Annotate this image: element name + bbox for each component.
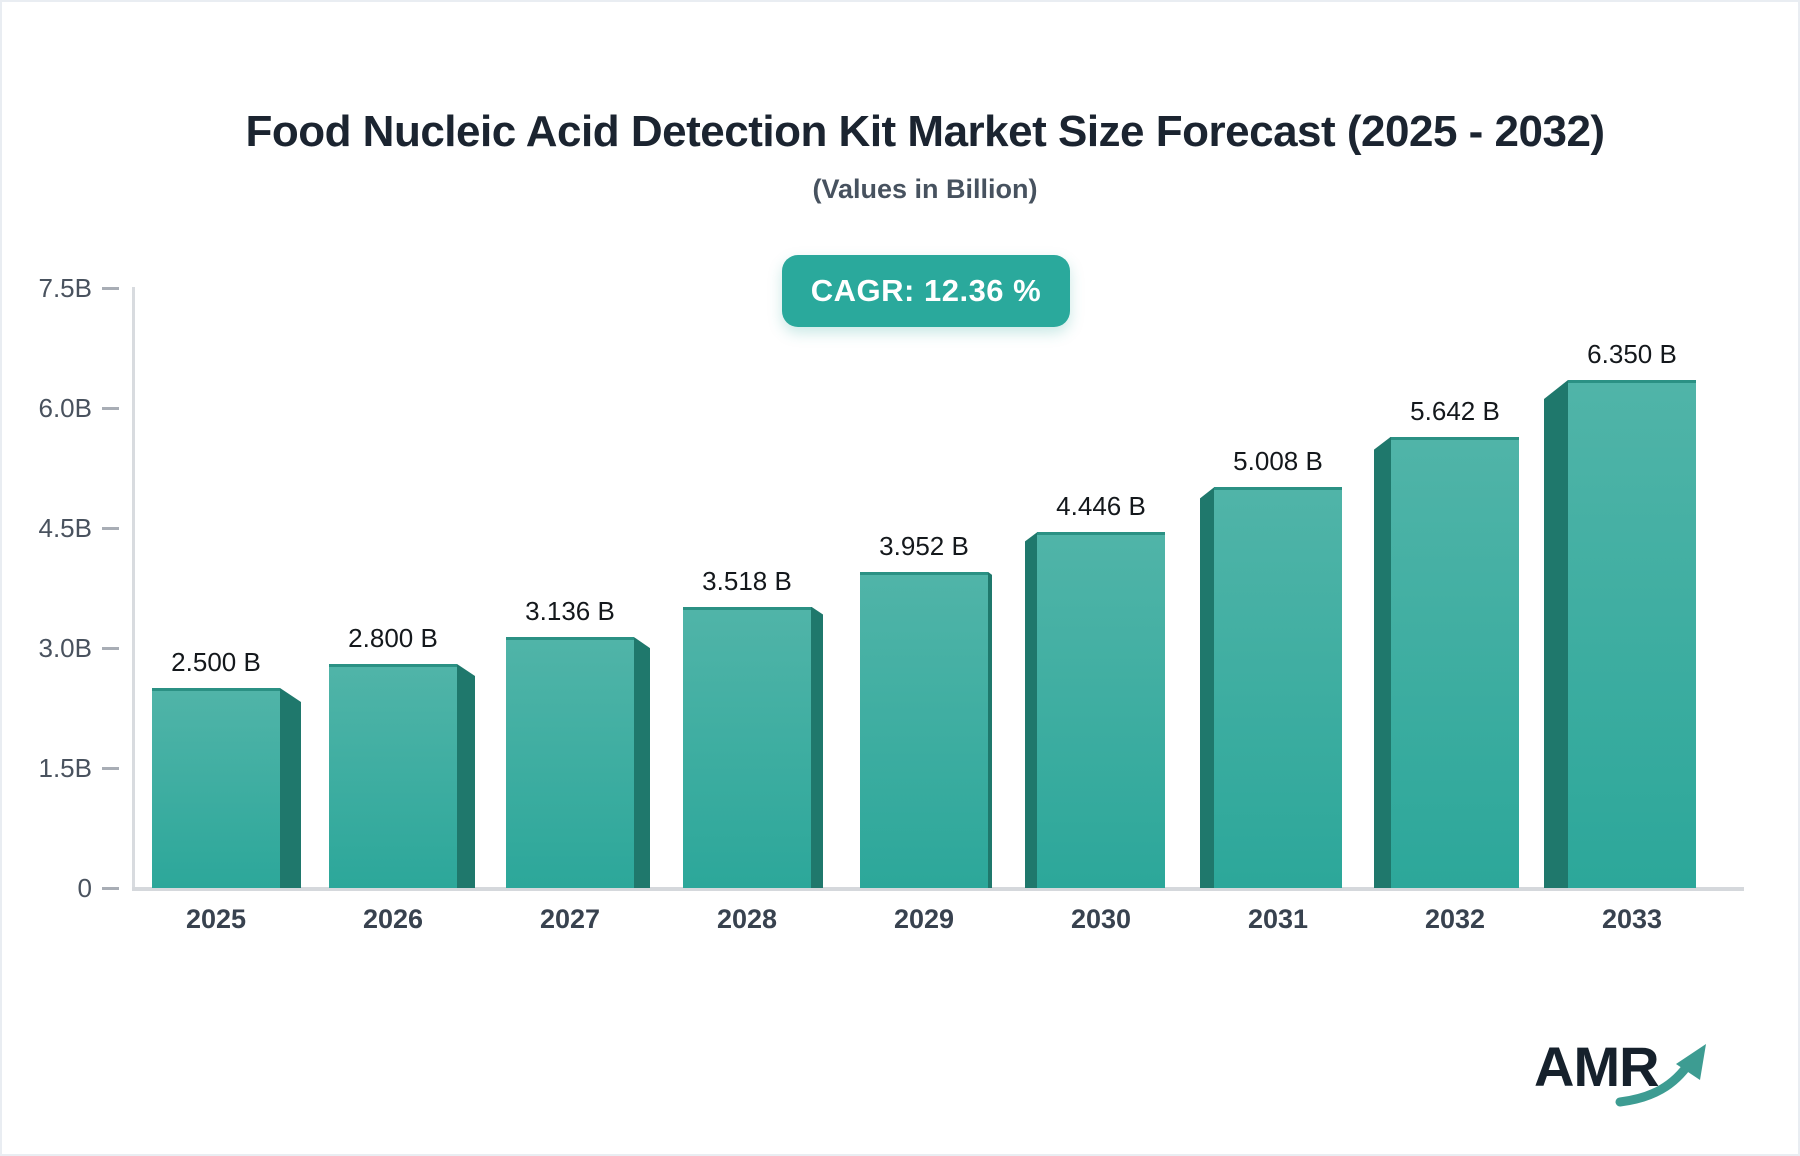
x-axis-label-2032: 2032 [1424, 904, 1486, 934]
y-tick-mark [102, 287, 119, 290]
bar-side-2025 [280, 688, 301, 888]
y-tick-mark [102, 647, 119, 650]
bar-value-label-2027: 3.136 B [525, 596, 615, 627]
x-axis-label-2025: 2025 [185, 904, 247, 934]
bar-2033 [1568, 380, 1696, 888]
amr-logo-text: AMR [1534, 1035, 1660, 1098]
cagr-badge-label: CAGR: 12.36 % [810, 273, 1042, 308]
chart-title: Food Nucleic Acid Detection Kit Market S… [245, 107, 1605, 156]
y-tick-label-7.5B: 7.5B [38, 273, 93, 303]
trend-up-arrow-icon [1615, 1044, 1706, 1107]
x-axis-label-2028: 2028 [716, 904, 778, 934]
y-tick-label-6.0B: 6.0B [38, 393, 93, 423]
bar-value-label-2033: 6.350 B [1587, 339, 1677, 369]
bar-value-label-2030: 4.446 B [1056, 491, 1146, 522]
bar-value-label-2032: 5.642 B [1410, 395, 1500, 426]
y-tick-mark [102, 887, 119, 890]
bar-value-label-2031: 5.008 B [1233, 446, 1323, 477]
bar-2031 [1214, 487, 1342, 888]
chart-subtitle: (Values in Billion) [812, 174, 1038, 204]
bar-2030 [1037, 532, 1165, 888]
bar-value-label-2028: 3.518 B [702, 565, 792, 596]
bar-2028 [683, 606, 811, 888]
x-axis-label-2026: 2026 [362, 904, 424, 934]
bar-2027 [506, 637, 634, 888]
y-tick-label-4.5B: 4.5B [38, 513, 93, 543]
y-tick-label-3.0B: 3.0B [38, 633, 93, 663]
bar-side-2030 [1025, 532, 1037, 888]
bar-value-label-2026: 2.800 B [348, 623, 438, 653]
bar-2032 [1391, 436, 1519, 888]
y-tick-mark [102, 407, 119, 410]
x-axis-line [132, 887, 1744, 891]
bar-2025 [152, 688, 280, 888]
bar-side-2029 [988, 571, 992, 888]
x-axis-label-2029: 2029 [893, 904, 955, 934]
bar-2029 [860, 571, 988, 888]
bar-2026 [329, 664, 457, 888]
bar-value-label-2029: 3.952 B [879, 530, 969, 561]
y-tick-mark [102, 527, 119, 530]
y-tick-mark [102, 767, 119, 770]
x-axis-label-2033: 2033 [1601, 904, 1663, 934]
bar-side-2033 [1544, 380, 1568, 888]
y-tick-label-0: 0 [77, 873, 92, 903]
y-axis-line [132, 287, 135, 889]
bar-side-2031 [1200, 487, 1214, 888]
bar-side-2032 [1374, 436, 1391, 888]
y-tick-label-1.5B: 1.5B [38, 753, 93, 783]
x-axis-label-2031: 2031 [1247, 904, 1309, 934]
bar-side-2026 [457, 664, 475, 888]
cagr-badge: CAGR: 12.36 % [782, 255, 1070, 327]
bar-side-2028 [811, 606, 823, 888]
amr-logo: AMR [1534, 1034, 1734, 1114]
bar-side-2027 [634, 637, 650, 888]
x-axis-label-2027: 2027 [539, 904, 601, 934]
x-axis-label-2030: 2030 [1070, 904, 1132, 934]
bar-value-label-2025: 2.500 B [171, 647, 261, 677]
